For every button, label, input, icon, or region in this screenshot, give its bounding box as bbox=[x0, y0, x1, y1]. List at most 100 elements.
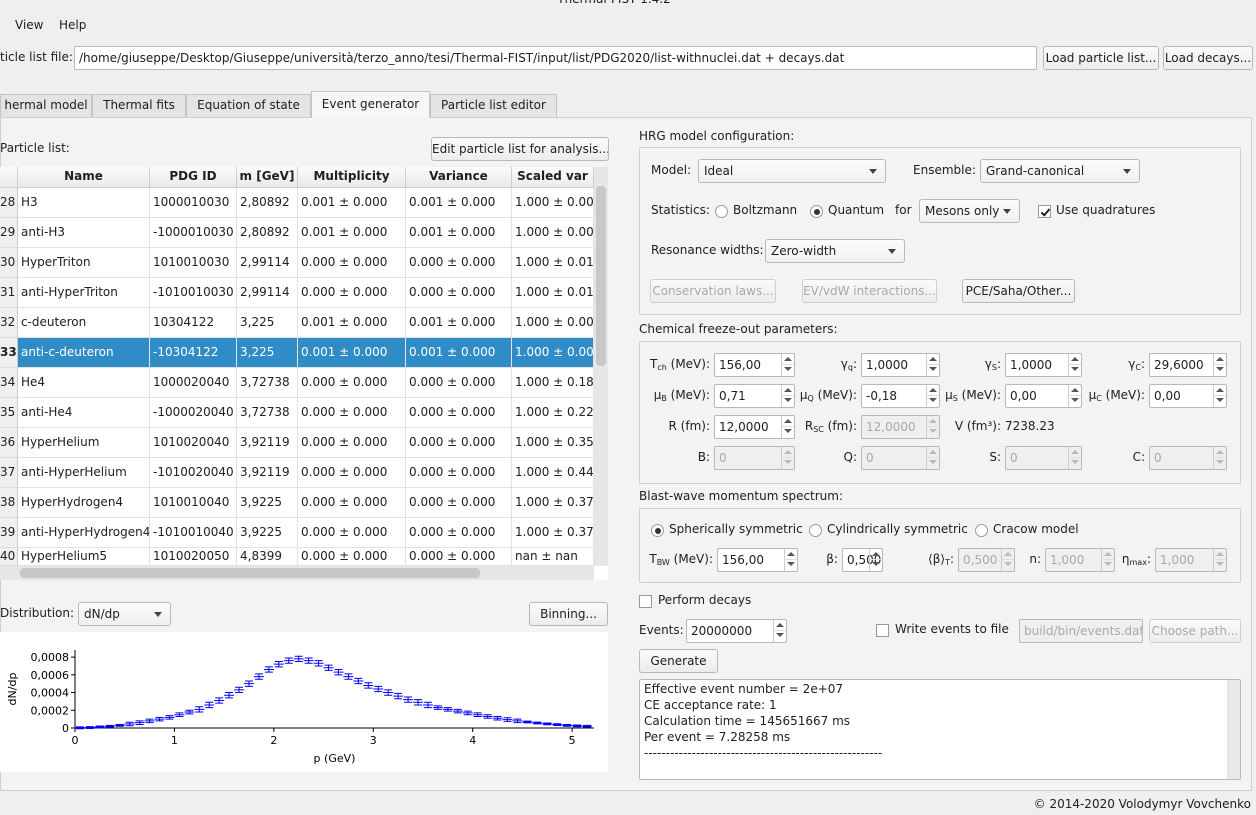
model-combo[interactable]: Ideal bbox=[698, 159, 886, 183]
widths-combo[interactable]: Zero-width bbox=[765, 239, 905, 263]
file-path[interactable]: /home/giuseppe/Desktop/Giuseppe/universi… bbox=[74, 46, 1037, 70]
table-cell[interactable]: 2,80892 bbox=[237, 218, 298, 248]
table-cell[interactable]: 0.000 ± 0.000 bbox=[298, 488, 406, 518]
spin-arrow[interactable] bbox=[784, 560, 797, 571]
table-cell[interactable]: 1.000 ± 0.016 bbox=[512, 278, 594, 308]
table-cell[interactable]: 1000010030 bbox=[150, 188, 237, 218]
table-cell[interactable]: 0.000 ± 0.000 bbox=[298, 368, 406, 398]
table-cell[interactable]: 2,99114 bbox=[237, 248, 298, 278]
row-number[interactable]: 37 bbox=[0, 458, 18, 488]
tab[interactable]: Particle list editor bbox=[430, 94, 557, 117]
parameter-spinbox[interactable]: -0,18 bbox=[861, 384, 940, 408]
row-number[interactable]: 28 bbox=[0, 188, 18, 218]
table-cell[interactable]: 1.000 ± 0.447 bbox=[512, 458, 594, 488]
table-cell[interactable]: -1010010030 bbox=[150, 278, 237, 308]
table-cell[interactable]: 1.000 ± 0.009 bbox=[512, 218, 594, 248]
table-cell[interactable]: HyperHelium bbox=[18, 428, 150, 458]
table-cell[interactable]: He4 bbox=[18, 368, 150, 398]
load-list-button[interactable]: Load particle list... bbox=[1043, 46, 1159, 70]
write-events-checkbox[interactable] bbox=[876, 624, 889, 637]
table-cell[interactable]: 0.000 ± 0.000 bbox=[406, 248, 512, 278]
row-number[interactable]: 33 bbox=[0, 338, 18, 368]
table-cell[interactable]: 3,72738 bbox=[237, 368, 298, 398]
table-cell[interactable]: 0.001 ± 0.000 bbox=[298, 308, 406, 338]
table-cell[interactable]: -10304122 bbox=[150, 338, 237, 368]
spin-arrow[interactable] bbox=[869, 549, 882, 560]
table-cell[interactable]: 1.000 ± 0.009 bbox=[512, 188, 594, 218]
table-cell[interactable]: c-deuteron bbox=[18, 308, 150, 338]
table-cell[interactable]: 0.000 ± 0.000 bbox=[298, 398, 406, 428]
table-cell[interactable]: 3,225 bbox=[237, 338, 298, 368]
table-cell[interactable]: 2,80892 bbox=[237, 188, 298, 218]
table-cell[interactable]: 0.001 ± 0.000 bbox=[298, 338, 406, 368]
table-cell[interactable]: 0.001 ± 0.000 bbox=[298, 188, 406, 218]
row-number[interactable]: 38 bbox=[0, 488, 18, 518]
table-cell[interactable]: 1.000 ± 0.006 bbox=[512, 338, 594, 368]
spin-arrow[interactable] bbox=[781, 354, 794, 365]
table-cell[interactable]: 3,225 bbox=[237, 308, 298, 338]
spin-arrow[interactable] bbox=[1213, 385, 1226, 396]
table-cell[interactable]: -1010010040 bbox=[150, 518, 237, 548]
binning-button[interactable]: Binning... bbox=[529, 602, 608, 626]
decays-checkbox[interactable] bbox=[639, 595, 652, 608]
table-cell[interactable]: nan ± nan bbox=[512, 548, 594, 566]
table-cell[interactable]: 3,9225 bbox=[237, 488, 298, 518]
spin-arrow[interactable] bbox=[781, 396, 794, 407]
row-number[interactable]: 34 bbox=[0, 368, 18, 398]
table-cell[interactable]: 0.000 ± 0.000 bbox=[406, 548, 512, 566]
edit-particle-list-button[interactable]: Edit particle list for analysis... bbox=[431, 137, 609, 161]
table-cell[interactable]: 1010020050 bbox=[150, 548, 237, 566]
table-cell[interactable]: HyperHydrogen4 bbox=[18, 488, 150, 518]
table-cell[interactable]: 3,9225 bbox=[237, 518, 298, 548]
tab[interactable]: Thermal fits bbox=[92, 94, 186, 117]
blast-mode-radio[interactable] bbox=[809, 524, 822, 537]
spin-arrow[interactable] bbox=[1068, 365, 1081, 376]
parameter-spinbox[interactable]: 0,00 bbox=[1149, 384, 1227, 408]
row-number[interactable]: 36 bbox=[0, 428, 18, 458]
spin-arrow[interactable] bbox=[781, 365, 794, 376]
table-cell[interactable]: -1000010030 bbox=[150, 218, 237, 248]
menu-item[interactable]: Help bbox=[59, 18, 87, 32]
spin-arrow[interactable] bbox=[1213, 365, 1226, 376]
row-number[interactable]: 31 bbox=[0, 278, 18, 308]
spin-arrow[interactable] bbox=[869, 560, 882, 571]
spin-arrow[interactable] bbox=[926, 385, 939, 396]
parameter-spinbox[interactable]: 1,0000 bbox=[861, 353, 940, 377]
table-cell[interactable]: 4,8399 bbox=[237, 548, 298, 566]
table-cell[interactable]: 0.000 ± 0.000 bbox=[298, 248, 406, 278]
table-cell[interactable]: 0.000 ± 0.000 bbox=[406, 428, 512, 458]
table-cell[interactable]: anti-HyperHydrogen4 bbox=[18, 518, 150, 548]
generate-button[interactable]: Generate bbox=[639, 649, 718, 673]
spin-arrow[interactable] bbox=[926, 354, 939, 365]
statistics-scope-combo[interactable]: Mesons only bbox=[919, 199, 1020, 223]
hrg-button[interactable]: PCE/Saha/Other... bbox=[962, 279, 1075, 303]
table-cell[interactable]: 0.000 ± 0.000 bbox=[406, 368, 512, 398]
spin-arrow[interactable] bbox=[784, 549, 797, 560]
table-cell[interactable]: 1.000 ± 0.378 bbox=[512, 518, 594, 548]
scrollbar-thumb[interactable] bbox=[596, 186, 606, 366]
table-cell[interactable]: 1.000 ± 0.189 bbox=[512, 368, 594, 398]
statistics-radio[interactable] bbox=[810, 205, 823, 218]
statistics-radio[interactable] bbox=[715, 205, 728, 218]
table-cell[interactable]: -1010020040 bbox=[150, 458, 237, 488]
blast-mode-radio[interactable] bbox=[975, 524, 988, 537]
table-cell[interactable]: 3,72738 bbox=[237, 398, 298, 428]
blast-parameter-spinbox[interactable]: 0,500 bbox=[842, 548, 883, 572]
table-cell[interactable]: anti-c-deuteron bbox=[18, 338, 150, 368]
tab[interactable]: Event generator bbox=[311, 91, 430, 118]
spin-arrow[interactable] bbox=[1068, 396, 1081, 407]
table-cell[interactable]: anti-H3 bbox=[18, 218, 150, 248]
table-cell[interactable]: 0.001 ± 0.000 bbox=[406, 338, 512, 368]
table-cell[interactable]: 0.001 ± 0.000 bbox=[406, 218, 512, 248]
table-cell[interactable]: 0.000 ± 0.000 bbox=[298, 428, 406, 458]
row-number[interactable]: 40 bbox=[0, 548, 18, 566]
parameter-spinbox[interactable]: 29,6000 bbox=[1149, 353, 1227, 377]
load-decays-button[interactable]: Load decays... bbox=[1163, 46, 1253, 70]
output-scrollbar[interactable] bbox=[1227, 680, 1240, 779]
ensemble-combo[interactable]: Grand-canonical bbox=[980, 159, 1140, 183]
table-cell[interactable]: HyperTriton bbox=[18, 248, 150, 278]
table-cell[interactable]: 0.000 ± 0.000 bbox=[298, 518, 406, 548]
column-header[interactable]: Multiplicity bbox=[298, 167, 406, 188]
parameter-spinbox[interactable]: 1,0000 bbox=[1005, 353, 1082, 377]
parameter-spinbox[interactable]: 0,00 bbox=[1005, 384, 1082, 408]
